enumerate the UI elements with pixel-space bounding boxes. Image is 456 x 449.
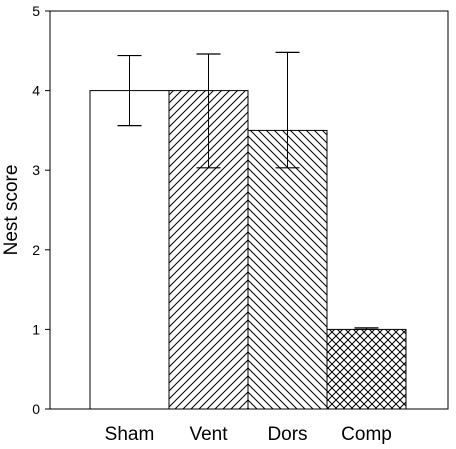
y-tick-label: 2 [32,242,40,258]
bar-comp [326,328,407,410]
error-bars-layer [117,51,379,330]
plot-frame [49,10,449,410]
y-tick-label: 4 [32,83,40,99]
bar-sham [89,90,170,410]
y-axis-title: Nest score [1,165,22,256]
x-tick-label-vent: Vent [189,424,228,445]
x-tick-label-sham: Sham [105,424,155,445]
x-tick-label-dors: Dors [267,424,307,445]
y-tick-label: 0 [32,401,40,417]
y-tick-label: 3 [32,162,40,178]
axes-layer [45,10,449,410]
bars-layer [89,90,407,410]
x-tick-label-comp: Comp [341,424,392,445]
y-tick-label: 1 [32,321,40,337]
bar-dors [247,129,328,410]
labels-layer: Sham Vent Dors Comp 0 1 2 3 4 5 [32,3,392,445]
y-tick-label: 5 [32,3,40,19]
